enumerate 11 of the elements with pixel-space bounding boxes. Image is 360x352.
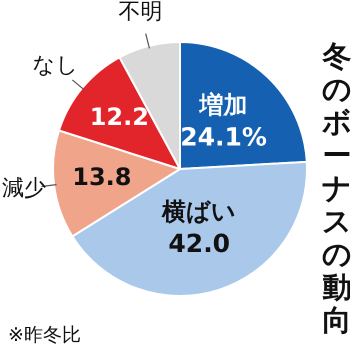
chart-title: 冬のボーナスの動向 — [322, 39, 352, 337]
slice-label: 不明 — [118, 0, 162, 25]
slice-label: 増加 — [198, 91, 248, 120]
data-label: 12.2 — [90, 103, 149, 132]
text: ※昨冬比 — [8, 323, 81, 348]
slice-label: なし — [32, 52, 79, 78]
slice-label: 横ばい — [161, 198, 236, 226]
slice-label: 減少 — [2, 176, 46, 201]
data-label: 13.8 — [72, 163, 132, 192]
data-label: 42.0 — [168, 229, 230, 258]
data-label: 24.1% — [180, 122, 267, 152]
